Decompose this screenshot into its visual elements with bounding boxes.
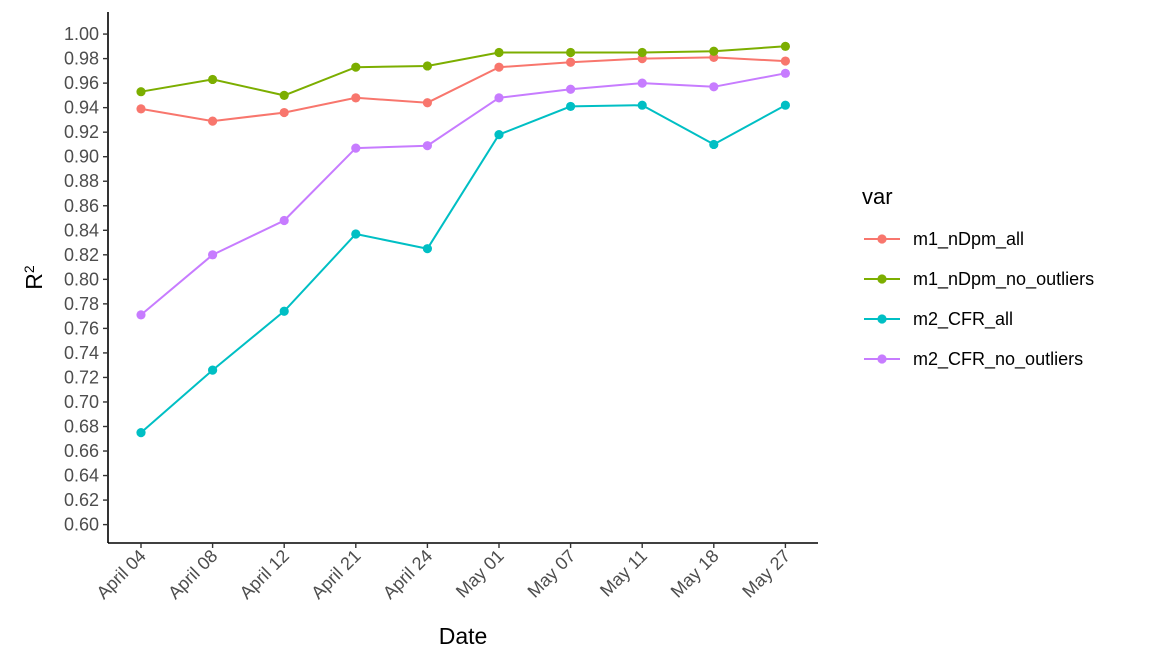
point-m2_CFR_no_outliers bbox=[422, 141, 432, 151]
y-axis-title-superscript: 2 bbox=[21, 265, 37, 273]
legend-key-point bbox=[877, 274, 887, 284]
legend-label-m2_CFR_no_outliers: m2_CFR_no_outliers bbox=[913, 349, 1083, 370]
y-axis-title: R2 bbox=[21, 265, 47, 290]
point-m1_nDpm_all bbox=[494, 62, 504, 72]
point-m2_CFR_all bbox=[637, 100, 647, 110]
plot-series-group bbox=[140, 45, 786, 434]
point-m1_nDpm_no_outliers bbox=[422, 61, 432, 71]
y-tick-label: 0.62 bbox=[64, 490, 99, 510]
point-m1_nDpm_no_outliers bbox=[780, 41, 791, 51]
y-tick-label: 0.84 bbox=[64, 220, 99, 240]
y-tick-label: 0.82 bbox=[64, 245, 99, 265]
legend-label-m1_nDpm_all: m1_nDpm_all bbox=[913, 229, 1024, 250]
y-axis-title-base: R bbox=[21, 273, 47, 290]
x-tick-label: May 01 bbox=[452, 546, 508, 602]
y-tick-label: 0.76 bbox=[64, 318, 99, 338]
series-line-m2_CFR_all bbox=[140, 104, 786, 434]
x-axis-title: Date bbox=[439, 623, 488, 649]
point-m2_CFR_all bbox=[494, 130, 504, 140]
y-tick-label: 0.90 bbox=[64, 147, 99, 167]
y-tick-label: 0.88 bbox=[64, 171, 99, 191]
y-tick-label: 1.00 bbox=[64, 24, 99, 44]
point-m2_CFR_all bbox=[208, 365, 218, 375]
point-m2_CFR_no_outliers bbox=[494, 93, 504, 103]
y-tick-label: 0.92 bbox=[64, 122, 99, 142]
point-m2_CFR_no_outliers bbox=[709, 82, 719, 92]
point-m1_nDpm_all bbox=[208, 116, 218, 126]
y-tick-label: 0.64 bbox=[64, 466, 99, 486]
x-tick-label: April 04 bbox=[93, 546, 150, 603]
x-tick-label: May 11 bbox=[596, 546, 651, 601]
point-m2_CFR_no_outliers bbox=[637, 78, 647, 88]
point-m1_nDpm_no_outliers bbox=[136, 87, 146, 97]
point-m1_nDpm_no_outliers bbox=[279, 90, 289, 100]
plot-points-group bbox=[136, 41, 791, 438]
legend-title: var bbox=[862, 184, 893, 209]
y-tick-label: 0.94 bbox=[64, 98, 99, 118]
x-tick-label: April 24 bbox=[379, 546, 436, 603]
point-m2_CFR_all bbox=[780, 100, 791, 110]
x-tick-label: April 21 bbox=[307, 546, 364, 603]
y-tick-label: 0.78 bbox=[64, 294, 99, 314]
point-m1_nDpm_all bbox=[279, 107, 289, 118]
point-m1_nDpm_all bbox=[136, 104, 146, 114]
legend-key-point bbox=[877, 354, 887, 364]
point-m1_nDpm_no_outliers bbox=[351, 62, 361, 72]
point-m2_CFR_no_outliers bbox=[208, 250, 218, 260]
point-m1_nDpm_all bbox=[780, 56, 791, 66]
legend-label-m2_CFR_all: m2_CFR_all bbox=[913, 309, 1013, 330]
legend-label-m1_nDpm_no_outliers: m1_nDpm_no_outliers bbox=[913, 269, 1094, 290]
point-m1_nDpm_no_outliers bbox=[637, 47, 647, 58]
point-m2_CFR_no_outliers bbox=[279, 215, 289, 226]
point-m1_nDpm_no_outliers bbox=[208, 74, 218, 85]
series-line-m1_nDpm_all bbox=[140, 56, 786, 123]
x-tick-label: May 07 bbox=[524, 546, 580, 602]
point-m2_CFR_all bbox=[279, 306, 289, 316]
x-tick-label: May 18 bbox=[667, 546, 723, 602]
point-m2_CFR_no_outliers bbox=[780, 68, 791, 78]
x-tick-label: April 08 bbox=[164, 546, 221, 603]
x-tick-label: April 12 bbox=[236, 546, 293, 603]
y-tick-label: 0.80 bbox=[64, 269, 99, 289]
y-tick-label: 0.66 bbox=[64, 441, 99, 461]
y-axis-ticks: 0.60 0.62 0.64 0.66 0.68 0.70 0.72 0.74 0.76 0.78… bbox=[64, 24, 108, 535]
y-tick-label: 0.72 bbox=[64, 367, 99, 387]
point-m1_nDpm_no_outliers bbox=[566, 47, 576, 58]
point-m2_CFR_all bbox=[422, 244, 432, 254]
point-m1_nDpm_no_outliers bbox=[709, 46, 719, 56]
point-m2_CFR_no_outliers bbox=[566, 84, 576, 94]
point-m1_nDpm_no_outliers bbox=[494, 47, 504, 58]
y-tick-label: 0.68 bbox=[64, 416, 99, 436]
point-m2_CFR_no_outliers bbox=[136, 310, 146, 320]
point-m2_CFR_no_outliers bbox=[351, 143, 361, 153]
y-tick-label: 0.74 bbox=[64, 343, 99, 363]
y-tick-label: 0.96 bbox=[64, 73, 99, 93]
y-tick-label: 0.60 bbox=[64, 515, 99, 535]
point-m2_CFR_all bbox=[136, 428, 146, 438]
x-axis-ticks: April 04 April 08 April 12 April 21 April 24… bbox=[93, 543, 794, 603]
legend: var m1_nDpm_all m1_nDpm_no_outliers m2_CFR… bbox=[862, 184, 1094, 370]
series-line-m1_nDpm_no_outliers bbox=[140, 45, 786, 97]
y-tick-label: 0.70 bbox=[64, 392, 99, 412]
point-m1_nDpm_all bbox=[566, 57, 576, 67]
point-m2_CFR_all bbox=[351, 229, 361, 239]
y-tick-label: 0.86 bbox=[64, 196, 99, 216]
series-line-m2_CFR_no_outliers bbox=[140, 72, 786, 316]
x-tick-label: May 27 bbox=[738, 546, 794, 602]
legend-key-point bbox=[877, 234, 887, 244]
legend-key-point bbox=[877, 314, 887, 324]
point-m1_nDpm_all bbox=[351, 93, 361, 103]
point-m2_CFR_all bbox=[709, 139, 719, 150]
y-tick-label: 0.98 bbox=[64, 49, 99, 69]
point-m1_nDpm_all bbox=[422, 98, 432, 108]
point-m2_CFR_all bbox=[566, 101, 576, 112]
